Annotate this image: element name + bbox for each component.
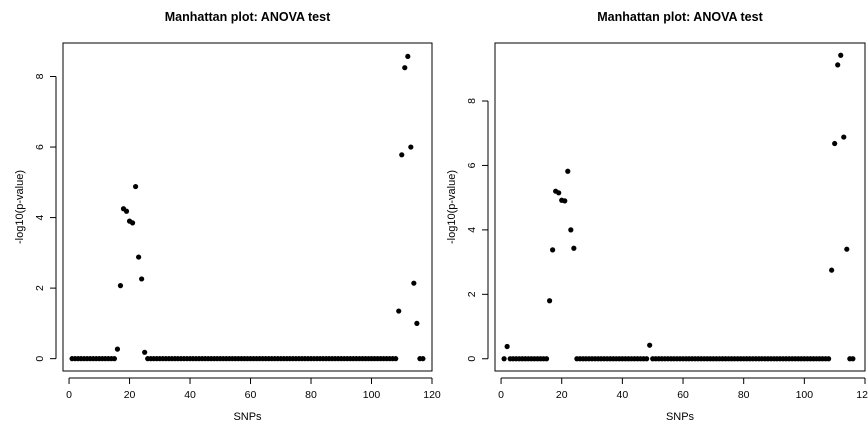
x-tick-label: 60 xyxy=(677,389,689,401)
y-tick-label: 8 xyxy=(466,98,478,104)
data-point xyxy=(826,356,832,362)
data-point xyxy=(571,245,577,251)
y-tick-label: 2 xyxy=(466,291,478,297)
data-point xyxy=(565,168,571,174)
x-tick-label: 20 xyxy=(124,389,136,401)
x-tick-label: 100 xyxy=(363,389,381,401)
data-point xyxy=(841,134,847,140)
data-point xyxy=(129,220,136,226)
x-tick-label: 120 xyxy=(856,389,868,401)
data-point xyxy=(117,283,124,289)
data-point xyxy=(546,298,553,304)
y-axis-label: -log10(p-value) xyxy=(446,170,458,244)
y-tick-label: 4 xyxy=(34,215,46,221)
data-point xyxy=(850,356,856,362)
plot-frame xyxy=(62,42,433,372)
x-tick-label: 60 xyxy=(245,389,257,401)
y-tick-label: 0 xyxy=(34,356,46,362)
y-axis-label: -log10(p-value) xyxy=(14,170,26,244)
chart-title: Manhattan plot: ANOVA test xyxy=(165,10,331,24)
data-point xyxy=(132,183,139,190)
chart-title: Manhattan plot: ANOVA test xyxy=(597,10,763,24)
y-tick-label: 6 xyxy=(34,144,46,150)
y-tick-label: 0 xyxy=(466,356,478,362)
data-point xyxy=(838,52,844,58)
data-point xyxy=(396,308,402,314)
data-point xyxy=(111,356,118,362)
data-point xyxy=(835,62,841,68)
x-tick-label: 20 xyxy=(556,389,568,401)
data-point xyxy=(644,356,650,362)
data-point xyxy=(411,280,417,286)
data-point xyxy=(550,247,556,253)
data-point xyxy=(844,246,850,252)
y-tick-label: 2 xyxy=(34,285,46,291)
data-point xyxy=(136,254,142,260)
data-point xyxy=(123,208,130,214)
x-tick-label: 0 xyxy=(498,389,504,401)
data-point xyxy=(139,276,145,282)
data-point xyxy=(393,356,399,362)
x-tick-label: 120 xyxy=(423,389,441,401)
data-point xyxy=(647,342,653,348)
x-tick-label: 80 xyxy=(305,389,317,401)
data-point xyxy=(399,152,405,158)
x-tick-label: 80 xyxy=(738,389,750,401)
data-point xyxy=(402,65,408,71)
x-tick-label: 40 xyxy=(184,389,196,401)
data-point xyxy=(501,356,507,362)
data-point xyxy=(832,140,838,147)
x-axis-label: SNPs xyxy=(233,411,262,423)
y-tick-label: 6 xyxy=(466,162,478,168)
data-point xyxy=(405,53,411,60)
data-point xyxy=(142,349,148,355)
x-tick-label: 40 xyxy=(617,389,629,401)
data-point xyxy=(114,346,121,352)
y-tick-label: 8 xyxy=(34,73,46,79)
data-point xyxy=(504,343,510,350)
plot-frame xyxy=(494,42,866,372)
x-tick-label: 100 xyxy=(796,389,814,401)
data-point xyxy=(408,144,414,150)
data-point xyxy=(568,227,574,233)
data-point xyxy=(829,267,835,273)
data-point xyxy=(562,198,568,204)
data-point xyxy=(543,356,550,362)
x-tick-label: 0 xyxy=(66,389,72,401)
data-point xyxy=(556,190,562,196)
y-tick-label: 4 xyxy=(466,227,478,233)
data-point xyxy=(414,320,420,326)
x-axis-label: SNPs xyxy=(666,411,695,423)
data-point xyxy=(420,356,426,362)
